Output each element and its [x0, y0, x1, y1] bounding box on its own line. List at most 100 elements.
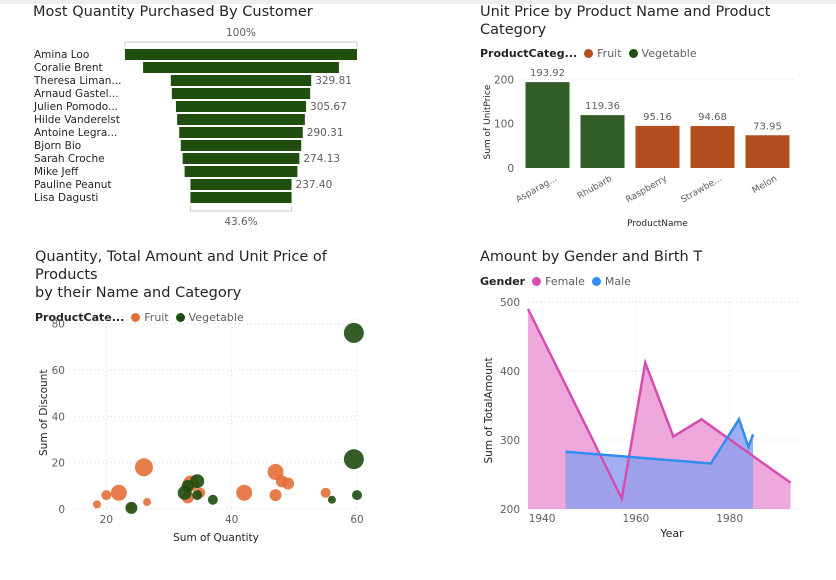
bottom-percent-label: 43.6%	[224, 216, 257, 228]
gender-panel[interactable]: Amount by Gender and Birth T Gender Fema…	[480, 248, 810, 548]
legend-vegetable[interactable]: Vegetable	[641, 47, 697, 60]
gender-title: Amount by Gender and Birth T	[480, 249, 703, 265]
funnel-category-label: Mike Jeff	[34, 166, 79, 178]
bar	[635, 125, 680, 168]
x-axis-title: Year	[659, 527, 684, 540]
x-tick-label: 1960	[622, 513, 649, 525]
scatter-point	[236, 484, 253, 501]
fruit-legend-dot	[584, 49, 594, 58]
legend-title: ProductCate...	[35, 311, 125, 324]
bar-value-label: 119.36	[585, 101, 620, 112]
x-tick-label: Strawbe...	[679, 174, 724, 205]
x-tick-label: 1980	[716, 513, 743, 525]
area-chart[interactable]: 200 300 400 500 1940 1960 1980 Sum of TotalAmou…	[480, 293, 810, 543]
male-legend-dot	[591, 277, 601, 286]
x-axis-title: ProductName	[627, 219, 688, 229]
y-tick-label: 20	[52, 458, 65, 470]
funnel-data-label: 274.13	[303, 153, 340, 165]
bar	[580, 115, 625, 168]
funnel-bar	[125, 49, 357, 60]
legend-female[interactable]: Female	[545, 275, 585, 288]
bar-value-label: 95.16	[643, 112, 672, 123]
x-tick-label: Rhubarb	[576, 174, 614, 202]
funnel-data-label: 237.40	[296, 179, 333, 191]
funnel-bar	[184, 166, 298, 177]
funnel-category-label: Hilde Vanderelst	[34, 114, 120, 126]
y-tick-label: 200	[494, 74, 514, 86]
bar	[525, 82, 570, 168]
scatter-point	[143, 498, 152, 507]
bar	[745, 135, 790, 168]
legend-male[interactable]: Male	[604, 275, 631, 288]
scatter-point	[343, 449, 364, 470]
x-axis-title: Sum of Quantity	[173, 532, 259, 544]
female-legend-dot	[532, 277, 542, 286]
scatter-title: Quantity, Total Amount and Unit Price of…	[35, 249, 327, 301]
y-tick-label: 300	[500, 435, 520, 447]
y-tick-label: 80	[52, 319, 65, 331]
legend-vegetable[interactable]: Vegetable	[188, 311, 244, 324]
funnel-category-label: Theresa Liman...	[33, 75, 121, 87]
funnel-category-label: Arnaud Gastel...	[34, 88, 119, 100]
funnel-category-label: Sarah Croche	[34, 153, 105, 165]
scatter-point	[125, 501, 138, 514]
x-tick-label: Asparag...	[515, 174, 559, 205]
top-percent-label: 100%	[226, 27, 256, 39]
scatter-point	[92, 500, 101, 509]
bar-value-label: 193.92	[530, 68, 565, 79]
scatter-point	[320, 487, 331, 498]
vegetable-legend-dot	[175, 313, 185, 322]
x-tick-label: 1940	[529, 513, 556, 525]
funnel-category-label: Antoine Legra...	[34, 127, 117, 139]
scatter-point	[343, 322, 364, 343]
funnel-bar	[179, 127, 303, 138]
bar-value-label: 73.95	[753, 121, 782, 132]
scatter-point	[190, 474, 205, 489]
funnel-bar	[177, 114, 305, 125]
legend-title: ProductCateg...	[480, 47, 578, 60]
scatter-point	[269, 489, 282, 502]
y-axis-title: Sum of UnitPrice	[483, 84, 493, 159]
female-line	[526, 308, 792, 503]
funnel-panel[interactable]: Most Quantity Purchased By Customer 100%…	[33, 3, 363, 235]
funnel-category-label: Pauline Peanut	[34, 179, 112, 191]
x-tick-label: Raspberry	[624, 174, 669, 206]
gender-legend: Gender Female Male	[480, 275, 810, 288]
scatter-point	[101, 490, 112, 501]
funnel-bar	[171, 88, 311, 99]
y-tick-label: 0	[58, 504, 65, 516]
legend-fruit[interactable]: Fruit	[144, 311, 169, 324]
y-axis-title: Sum of Discount	[38, 370, 50, 456]
legend-title: Gender	[480, 275, 526, 288]
x-tick-label: 40	[225, 514, 238, 526]
funnel-category-label: Amina Loo	[34, 49, 89, 61]
top-border	[0, 0, 836, 4]
unit-price-panel[interactable]: Unit Price by Product Name and Product C…	[480, 3, 800, 235]
x-tick-label: Melon	[751, 174, 779, 196]
fruit-legend-dot	[131, 313, 141, 322]
unit-price-title: Unit Price by Product Name and Product C…	[480, 4, 771, 38]
funnel-category-label: Julien Pomodo...	[33, 101, 118, 113]
scatter-panel[interactable]: Quantity, Total Amount and Unit Price of…	[35, 248, 370, 548]
y-tick-label: 500	[500, 297, 520, 309]
vegetable-legend-dot	[628, 49, 638, 58]
funnel-bar	[170, 75, 312, 86]
y-tick-label: 40	[52, 411, 65, 423]
scatter-point	[352, 490, 362, 501]
scatter-point	[134, 458, 153, 477]
funnel-data-label: 305.67	[310, 101, 347, 113]
funnel-bar	[182, 153, 300, 164]
funnel-bar	[175, 101, 307, 112]
funnel-bar	[190, 179, 292, 190]
scatter-point	[327, 495, 336, 504]
y-axis-title: Sum of TotalAmount	[483, 357, 495, 463]
funnel-category-label: Coralie Brent	[34, 62, 103, 74]
bar	[690, 126, 735, 168]
y-tick-label: 200	[500, 504, 520, 516]
y-tick-label: 60	[52, 365, 65, 377]
legend-fruit[interactable]: Fruit	[597, 47, 622, 60]
male-line	[565, 416, 755, 465]
